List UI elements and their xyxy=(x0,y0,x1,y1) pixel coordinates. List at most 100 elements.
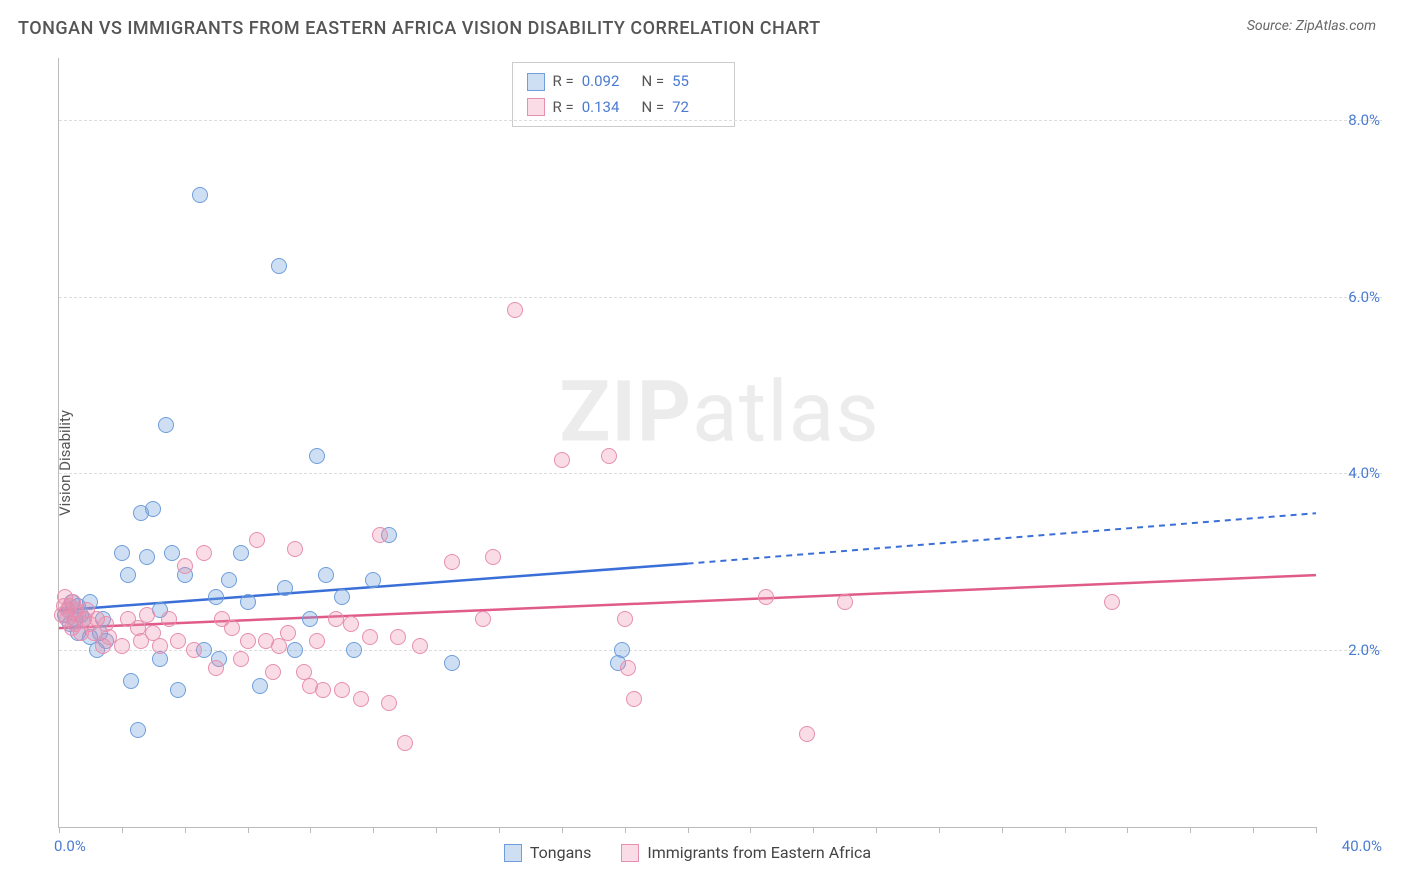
x-tick xyxy=(1316,827,1317,833)
scatter-point xyxy=(170,633,186,649)
stat-n-value: 55 xyxy=(672,69,720,95)
stat-r-value: 0.092 xyxy=(582,69,630,95)
scatter-point xyxy=(192,187,208,203)
legend-label: Tongans xyxy=(530,843,592,862)
scatter-point xyxy=(196,545,212,561)
correlation-stats-box: R =0.092 N =55R =0.134 N =72 xyxy=(512,62,736,127)
scatter-point xyxy=(277,580,293,596)
scatter-point xyxy=(334,682,350,698)
y-tick-label: 4.0% xyxy=(1348,464,1380,482)
scatter-point xyxy=(233,651,249,667)
x-tick xyxy=(248,827,249,833)
scatter-point xyxy=(309,448,325,464)
scatter-point xyxy=(346,642,362,658)
scatter-point xyxy=(475,611,491,627)
scatter-point xyxy=(554,452,570,468)
gridline xyxy=(59,650,1382,651)
scatter-point xyxy=(309,633,325,649)
stats-row: R = 0.092 N = 55 xyxy=(527,69,721,95)
scatter-point xyxy=(390,629,406,645)
gridline xyxy=(59,120,1382,121)
scatter-point xyxy=(170,682,186,698)
scatter-point xyxy=(240,594,256,610)
x-tick xyxy=(1127,827,1128,833)
legend-item: Tongans xyxy=(504,843,592,862)
scatter-point xyxy=(152,638,168,654)
x-tick xyxy=(373,827,374,833)
scatter-point xyxy=(626,691,642,707)
y-tick-label: 8.0% xyxy=(1348,111,1380,129)
scatter-point xyxy=(271,258,287,274)
scatter-point xyxy=(837,594,853,610)
x-tick xyxy=(122,827,123,833)
chart-area: Vision Disability ZIPatlas R =0.092 N =5… xyxy=(18,52,1384,874)
scatter-point xyxy=(114,545,130,561)
scatter-point xyxy=(614,642,630,658)
scatter-point xyxy=(265,664,281,680)
x-tick xyxy=(436,827,437,833)
source-attribution: Source: ZipAtlas.com xyxy=(1247,18,1376,34)
scatter-point xyxy=(601,448,617,464)
scatter-point xyxy=(240,633,256,649)
scatter-point xyxy=(161,611,177,627)
x-tick xyxy=(1253,827,1254,833)
scatter-point xyxy=(139,549,155,565)
scatter-point xyxy=(120,567,136,583)
x-tick xyxy=(562,827,563,833)
scatter-point xyxy=(315,682,331,698)
x-tick xyxy=(185,827,186,833)
scatter-point xyxy=(177,558,193,574)
x-axis-max-label: 40.0% xyxy=(1342,837,1382,855)
scatter-point xyxy=(271,638,287,654)
y-tick-label: 2.0% xyxy=(1348,641,1380,659)
scatter-point xyxy=(362,629,378,645)
legend-swatch xyxy=(527,98,545,116)
scatter-point xyxy=(145,501,161,517)
chart-title: TONGAN VS IMMIGRANTS FROM EASTERN AFRICA… xyxy=(18,18,821,39)
scatter-point xyxy=(130,722,146,738)
scatter-point xyxy=(353,691,369,707)
scatter-point xyxy=(249,532,265,548)
scatter-point xyxy=(302,611,318,627)
scatter-point xyxy=(164,545,180,561)
scatter-point xyxy=(123,673,139,689)
legend-label: Immigrants from Eastern Africa xyxy=(647,843,871,862)
x-tick xyxy=(59,827,60,833)
scatter-point xyxy=(208,660,224,676)
scatter-point xyxy=(328,611,344,627)
scatter-point xyxy=(224,620,240,636)
x-tick xyxy=(688,827,689,833)
legend-swatch xyxy=(621,844,639,862)
x-tick xyxy=(625,827,626,833)
scatter-point xyxy=(233,545,249,561)
scatter-point xyxy=(287,541,303,557)
series-legend: Tongans Immigrants from Eastern Africa xyxy=(59,843,1316,862)
gridline xyxy=(59,297,1382,298)
scatter-point xyxy=(287,642,303,658)
y-tick-label: 6.0% xyxy=(1348,288,1380,306)
x-tick xyxy=(310,827,311,833)
x-tick xyxy=(939,827,940,833)
scatter-point xyxy=(280,625,296,641)
legend-item: Immigrants from Eastern Africa xyxy=(621,843,871,862)
gridline xyxy=(59,473,1382,474)
x-tick xyxy=(1065,827,1066,833)
stat-r-label: R = xyxy=(553,69,574,95)
scatter-point xyxy=(343,616,359,632)
scatter-point xyxy=(334,589,350,605)
legend-swatch xyxy=(504,844,522,862)
scatter-point xyxy=(617,611,633,627)
legend-swatch xyxy=(527,73,545,91)
scatter-point xyxy=(444,655,460,671)
stat-n-label: N = xyxy=(638,69,664,95)
scatter-point xyxy=(799,726,815,742)
scatter-point xyxy=(208,589,224,605)
x-tick xyxy=(1190,827,1191,833)
scatter-point xyxy=(139,607,155,623)
scatter-point xyxy=(397,735,413,751)
x-tick xyxy=(1002,827,1003,833)
scatter-point xyxy=(485,549,501,565)
stat-n-value: 72 xyxy=(672,95,720,121)
x-tick xyxy=(499,827,500,833)
scatter-point xyxy=(318,567,334,583)
